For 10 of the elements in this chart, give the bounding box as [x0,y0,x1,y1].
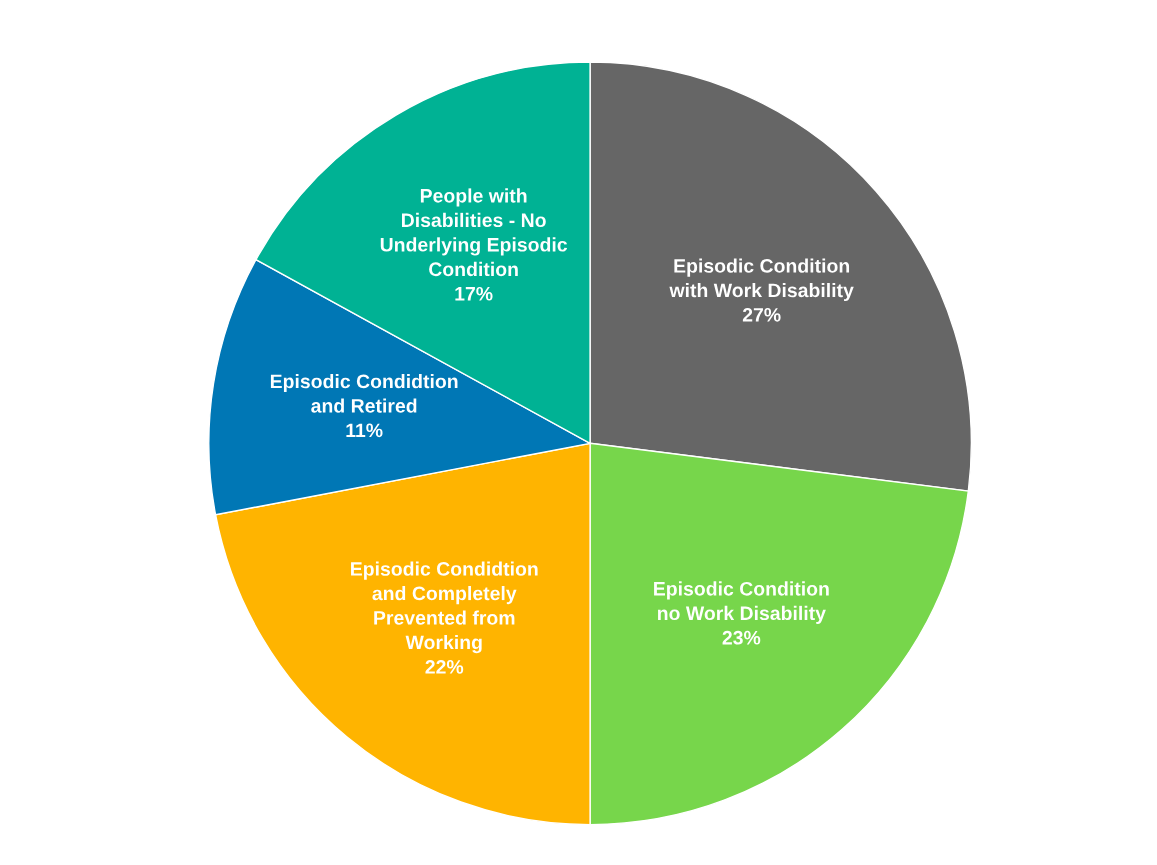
data-label: 27% [742,307,781,322]
slice-label: People with Disabilities - No Underlying Episodic Condition [380,188,568,277]
slice-label: Episodic Condidtion and Retired [270,374,458,413]
data-label: 11% [346,423,383,438]
data-label: 17% [455,286,493,301]
slice-label: Episodic Condition no Work Disability [654,581,829,624]
data-label: 23% [722,630,761,645]
slice-label: Episodic Condition with Work Disability [669,258,854,302]
data-label: 22% [425,660,464,674]
slice-label: Episodic Condidtion and Completely Prevented from Working [351,561,538,654]
